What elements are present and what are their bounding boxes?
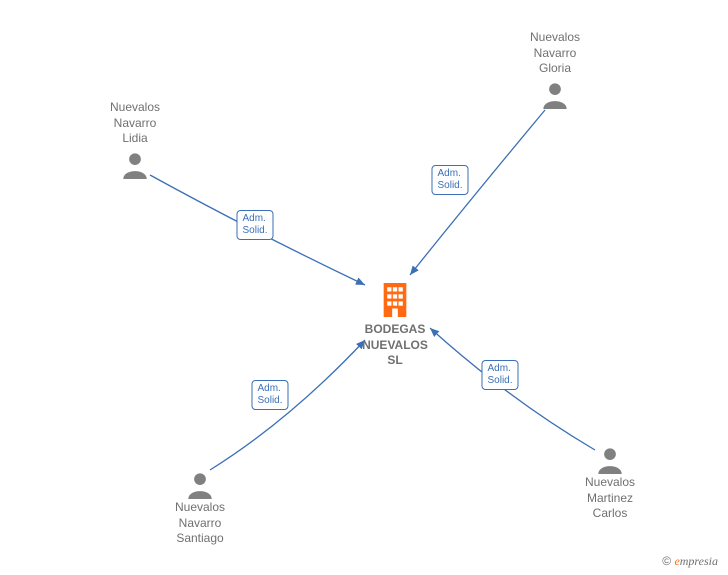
person-label-carlos: Nuevalos Martinez Carlos (585, 475, 635, 522)
edge-label-carlos: Adm. Solid. (481, 360, 518, 390)
person-icon-santiago (186, 471, 214, 499)
building-icon (378, 280, 412, 320)
person-icon-gloria (541, 81, 569, 109)
edge-label-lidia: Adm. Solid. (236, 210, 273, 240)
center-node-label: BODEGAS NUEVALOS SL (362, 322, 428, 369)
edge-gloria (410, 110, 545, 275)
copyright-symbol: © (662, 554, 671, 568)
person-icon-lidia (121, 151, 149, 179)
person-label-lidia: Nuevalos Navarro Lidia (110, 100, 160, 147)
copyright: © empresia (662, 554, 718, 569)
edge-label-santiago: Adm. Solid. (251, 380, 288, 410)
person-label-gloria: Nuevalos Navarro Gloria (530, 30, 580, 77)
brand-rest: mpresia (680, 554, 718, 568)
person-label-santiago: Nuevalos Navarro Santiago (175, 500, 225, 547)
edge-label-gloria: Adm. Solid. (431, 165, 468, 195)
person-icon-carlos (596, 446, 624, 474)
